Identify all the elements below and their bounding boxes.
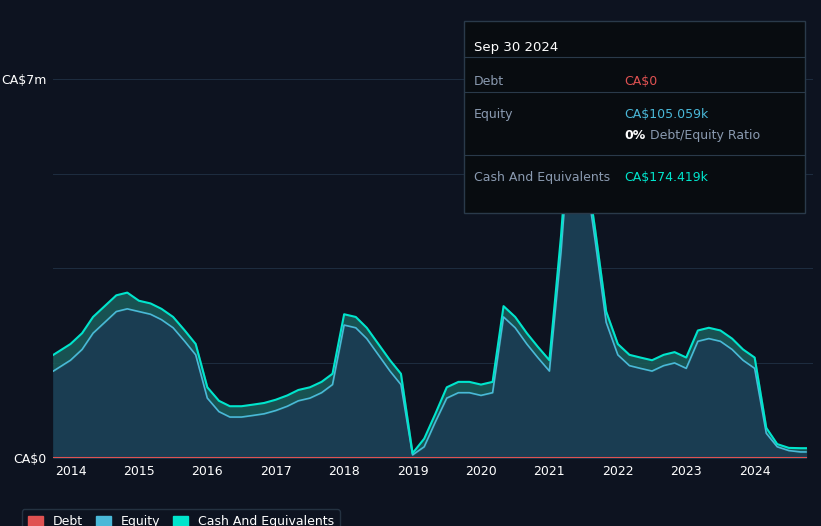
Text: CA$174.419k: CA$174.419k <box>624 171 708 184</box>
Legend: Debt, Equity, Cash And Equivalents: Debt, Equity, Cash And Equivalents <box>21 509 340 526</box>
Text: Sep 30 2024: Sep 30 2024 <box>474 41 558 54</box>
Text: Cash And Equivalents: Cash And Equivalents <box>474 171 610 184</box>
Text: CA$0: CA$0 <box>624 75 657 88</box>
Text: Debt/Equity Ratio: Debt/Equity Ratio <box>646 129 760 142</box>
Text: CA$105.059k: CA$105.059k <box>624 108 709 121</box>
Text: Debt: Debt <box>474 75 504 88</box>
Text: 0%: 0% <box>624 129 645 142</box>
Text: Equity: Equity <box>474 108 513 121</box>
